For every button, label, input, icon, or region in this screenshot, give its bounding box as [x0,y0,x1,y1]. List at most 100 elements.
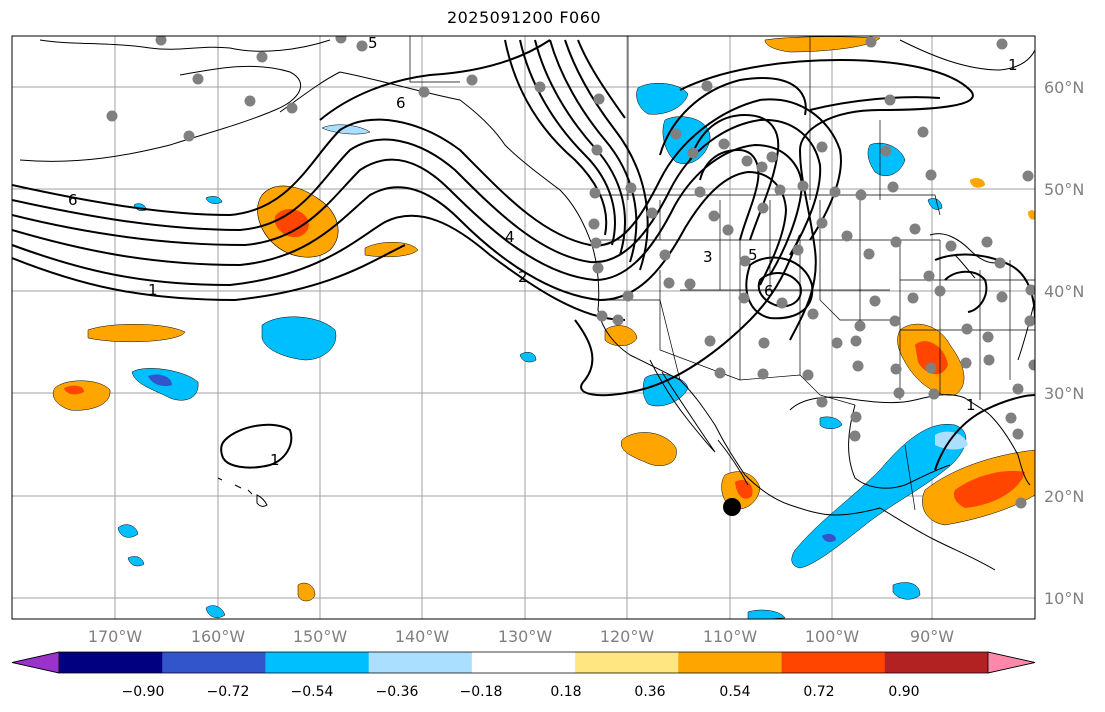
station-marker [757,368,769,380]
station-marker [807,308,819,320]
station-marker [1005,412,1017,424]
lat-label: 50°N [1044,180,1084,199]
station-marker [925,169,937,181]
station-marker [890,236,902,248]
coastlines [19,39,1035,571]
lon-label: 100°W [805,627,860,646]
station-marker [816,141,828,153]
station-marker [466,74,478,86]
lon-label: 90°W [910,627,954,646]
station-markers [106,36,1035,509]
station-marker [909,223,921,235]
station-marker [792,244,804,256]
station-marker [928,388,940,400]
contour-label: 5 [368,34,378,52]
station-marker [797,180,809,192]
station-marker [1025,284,1035,296]
station-marker [960,357,972,369]
colorbar-bin [781,652,886,673]
lat-label: 30°N [1044,384,1084,403]
colorbar-extend-max [987,651,1036,674]
station-marker [625,182,637,194]
station-marker [534,81,546,93]
station-marker [335,36,347,44]
contour-label: 6 [68,191,78,209]
station-marker [738,292,750,304]
lon-label: 130°W [498,627,553,646]
station-marker [890,363,902,375]
colorbar-tick-label: 0.72 [803,684,834,700]
map-border [11,35,1036,620]
station-marker [646,207,658,219]
station-marker [1024,315,1035,327]
station-marker [994,257,1006,269]
station-marker [718,138,730,150]
station-marker [722,224,734,236]
colorbar-tick-label: 0.90 [888,684,919,700]
station-marker [356,40,368,52]
contour-label: 4 [505,228,515,246]
station-marker [670,128,682,140]
station-marker [854,320,866,332]
station-marker [852,360,864,372]
lon-label: 140°W [395,627,450,646]
station-marker [849,430,861,442]
station-marker [757,202,769,214]
station-marker [588,218,600,230]
station-marker [923,270,935,282]
colorbar-tick-label: −0.18 [460,684,503,700]
station-marker [925,362,937,374]
station-marker [286,102,298,114]
station-marker [244,95,256,107]
station-marker [802,369,814,381]
colorbar-bin [575,652,679,673]
station-marker [841,230,853,242]
station-marker [887,181,899,193]
station-marker [183,130,195,142]
station-marker [593,93,605,105]
colorbar-tick-label: −0.36 [376,684,419,700]
station-marker [774,184,786,196]
station-marker [1012,383,1024,395]
contour-lines [12,39,1035,471]
station-marker [612,314,624,326]
station-marker [996,38,1008,50]
station-marker [831,337,843,349]
station-marker [596,310,608,322]
station-marker [766,151,778,163]
station-marker [714,367,726,379]
colorbar-bin [162,652,266,673]
station-marker [996,291,1008,303]
colorbar-tick-label: 0.36 [634,684,665,700]
station-marker [256,51,268,63]
station-marker [192,73,204,85]
station-marker [981,236,993,248]
station-marker [855,189,867,201]
station-marker [741,155,753,167]
station-marker [983,354,995,366]
station-marker [869,295,881,307]
colorbar-tick-label: −0.54 [291,684,334,700]
station-marker [816,396,828,408]
contour-label: 3 [703,248,713,266]
latitude-labels: 60°N 50°N 40°N 30°N 20°N 10°N [1044,78,1084,608]
colorbar [11,651,1036,674]
station-marker [1012,428,1024,440]
colorbar-ticks: −0.90 −0.72 −0.54 −0.36 −0.18 0.18 0.36 … [122,684,920,700]
station-marker [961,323,973,335]
colorbar-tick-label: −0.90 [122,684,165,700]
station-marker [701,80,713,92]
station-marker [684,278,696,290]
contour-labels: 5 6 6 4 2 1 1 3 5 6 1 1 [68,34,1018,469]
station-marker [1022,170,1034,182]
lat-label: 40°N [1044,282,1084,301]
station-marker [829,186,841,198]
station-marker [850,335,862,347]
station-marker [659,249,671,261]
colorbar-outline [11,651,1036,674]
station-marker [889,315,901,327]
colorbar-bin [59,652,163,673]
colorbar-extend-min [11,651,60,674]
station-marker [880,145,892,157]
